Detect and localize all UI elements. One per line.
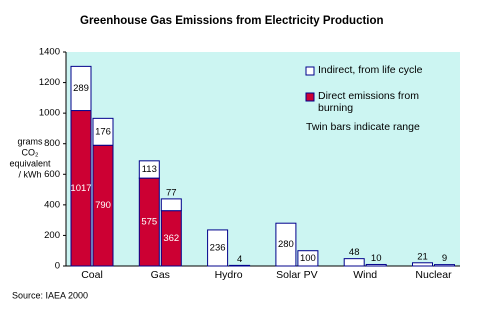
value-label: 280: [278, 239, 294, 250]
bar-segment: [365, 263, 387, 267]
value-label: 289: [73, 83, 89, 94]
y-tick-label: 400: [44, 199, 60, 210]
x-tick-label: Coal: [81, 269, 103, 281]
bar-segment: [207, 229, 229, 267]
value-label: 9: [442, 253, 447, 264]
x-tick-label: Nuclear: [415, 269, 452, 281]
value-label: 176: [95, 126, 111, 137]
bar-segment: [160, 198, 182, 212]
legend-label: Indirect, from life cycle: [318, 64, 423, 76]
plot-area: [66, 52, 460, 266]
chart-title: Greenhouse Gas Emissions from Electricit…: [80, 15, 384, 27]
y-axis-label: grams: [17, 136, 43, 146]
bar-segment: [343, 258, 365, 267]
y-tick-label: 600: [44, 169, 60, 180]
y-tick-label: 200: [44, 230, 60, 241]
value-label: 4: [237, 254, 242, 265]
y-tick-label: 0: [55, 261, 60, 272]
x-tick-label: Hydro: [215, 269, 243, 281]
value-label: 575: [141, 217, 157, 228]
source: Source: IAEA 2000: [12, 290, 88, 300]
value-label: 1017: [70, 183, 91, 194]
y-axis-label: / kWh: [18, 169, 41, 179]
y-tick-label: 1400: [39, 47, 60, 58]
value-label: 77: [166, 187, 177, 198]
bar-segment: [275, 222, 297, 267]
y-axis-label: equivalent: [9, 158, 51, 168]
value-label: 48: [349, 247, 360, 258]
value-label: 113: [142, 164, 157, 175]
bar-segment: [229, 264, 251, 267]
bar-segment: [412, 262, 433, 267]
y-tick-label: 1000: [39, 108, 60, 119]
legend-label: Direct emissions from burning: [318, 90, 419, 114]
y-tick-label: 800: [44, 138, 60, 149]
value-label: 100: [300, 253, 316, 264]
x-tick-label: Wind: [353, 269, 377, 281]
bar-segment: [92, 117, 114, 146]
value-label: 362: [163, 233, 179, 244]
legend-swatch: [305, 66, 315, 76]
x-tick-label: Gas: [151, 269, 170, 281]
bar-segment: [70, 65, 92, 112]
annotation: Twin bars indicate range: [306, 121, 420, 133]
legend-swatch: [305, 92, 315, 102]
value-label: 790: [95, 200, 111, 211]
bar-segment: [138, 160, 160, 179]
x-tick-label: Solar PV: [276, 269, 317, 281]
y-tick-label: 1200: [39, 77, 60, 88]
value-label: 21: [417, 251, 428, 262]
value-label: 236: [210, 242, 226, 253]
value-label: 10: [371, 253, 382, 264]
y-axis-label: CO₂: [22, 147, 40, 157]
bar-segment: [434, 264, 455, 267]
bar-segment: [297, 250, 319, 267]
